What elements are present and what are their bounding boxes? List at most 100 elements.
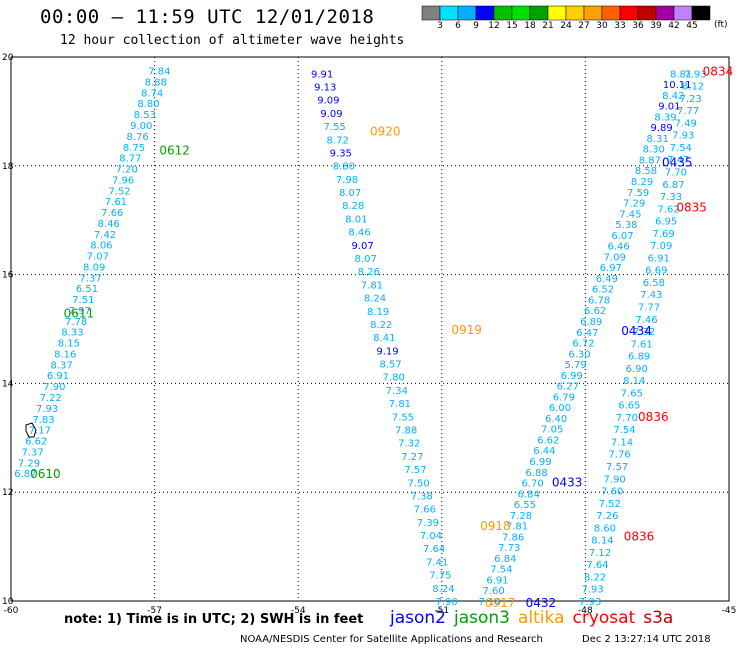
- wave-height-value: 8.37: [50, 360, 72, 371]
- wave-height-value: 8.46: [348, 228, 370, 239]
- wave-height-value: 6.88: [525, 468, 547, 479]
- legend-item-s3a: s3a: [643, 608, 674, 628]
- wave-height-value: 7.18: [479, 597, 501, 608]
- wave-height-value: 7.27: [401, 452, 423, 463]
- wave-height-value: 9.13: [314, 83, 336, 94]
- wave-height-value: 8.88: [145, 77, 167, 88]
- wave-height-value: 7.81: [506, 522, 528, 533]
- wave-height-value: 7.60: [482, 586, 504, 597]
- wave-height-value: 6.84: [518, 489, 540, 500]
- wave-height-value: 8.14: [591, 536, 613, 547]
- wave-height-value: 7.12: [589, 548, 611, 559]
- wave-height-value: 8.22: [584, 572, 606, 583]
- wave-height-value: 7.93: [579, 597, 601, 608]
- wave-height-value: 8.77: [119, 154, 141, 165]
- wave-height-value: 6.91: [648, 253, 670, 264]
- wave-height-value: 7.22: [40, 393, 62, 404]
- legend-item-jason2: jason2: [390, 608, 446, 628]
- wave-height-value: 8.29: [631, 177, 653, 188]
- wave-height-value: 7.54: [490, 565, 512, 576]
- map-subtitle: 12 hour collection of altimeter wave hei…: [60, 33, 405, 48]
- wave-height-value: 6.72: [572, 339, 594, 350]
- wave-height-value: 7.51: [72, 295, 94, 306]
- wave-height-value: 8.80: [333, 162, 355, 173]
- wave-height-value: 6.27: [557, 382, 579, 393]
- colorbar-label: 6: [455, 21, 461, 31]
- wave-height-value: 7.88: [395, 426, 417, 437]
- wave-height-value: 7.83: [32, 415, 54, 426]
- wave-height-value: 7.57: [404, 465, 426, 476]
- colorbar-label: 3: [437, 21, 443, 31]
- wave-height-value: 6.87: [662, 180, 684, 191]
- island-outline: [25, 422, 37, 438]
- wave-height-value: 6.87: [14, 469, 36, 480]
- colorbar-labels: 3 6 9 12 15 18 21 24 27 30 33 36 39 42 45: [420, 21, 726, 35]
- wave-height-value: 6.90: [626, 364, 648, 375]
- wave-height-value: 7.42: [94, 230, 116, 241]
- x-tick-label: -51: [434, 606, 449, 616]
- wave-height-value: 6.99: [561, 371, 583, 382]
- wave-height-value: 7.80: [383, 373, 405, 384]
- wave-height-value: 7.33: [660, 192, 682, 203]
- wave-height-value: 9.91: [311, 69, 333, 80]
- y-tick-label: 16: [2, 271, 14, 281]
- wave-height-value: 8.07: [355, 254, 377, 265]
- wave-height-value: 7.97: [69, 306, 91, 317]
- wave-height-value: 7.14: [611, 437, 633, 448]
- wave-height-value: 7.66: [414, 505, 436, 516]
- wave-height-value: 8.76: [127, 132, 149, 143]
- wave-height-value: 8.06: [90, 241, 112, 252]
- wave-height-value: 7.84: [148, 67, 170, 78]
- wave-height-value: 7.73: [498, 543, 520, 554]
- wave-height-value: 9.89: [650, 123, 672, 134]
- wave-height-value: 8.80: [137, 99, 159, 110]
- wave-height-value: 7.47: [667, 155, 689, 166]
- wave-height-value: 9.00: [130, 121, 152, 132]
- wave-height-value: 6.89: [628, 352, 650, 363]
- colorbar-label: 18: [524, 21, 536, 31]
- colorbar-label: 27: [578, 21, 590, 31]
- x-tick-label: -54: [291, 606, 306, 616]
- wave-height-value: 7.61: [630, 339, 652, 350]
- wave-height-value: 7.93: [672, 131, 694, 142]
- wave-height-value: 7.49: [675, 118, 697, 129]
- colorbar-label: 24: [560, 21, 572, 31]
- wave-height-value: 7.29: [623, 199, 645, 210]
- wave-height-value: 6.40: [545, 414, 567, 425]
- colorbar-unit: (ft): [714, 20, 728, 30]
- note-text: note: 1) Time is in UTC; 2) SWH is in fe…: [64, 612, 364, 627]
- wave-height-value: 8.42: [662, 91, 684, 102]
- wave-height-value: 7.77: [638, 302, 660, 313]
- wave-height-value: 7.66: [101, 208, 123, 219]
- wave-height-value: 7.75: [429, 571, 451, 582]
- pass-label: 0836: [624, 530, 655, 544]
- legend-item-altika: altika: [518, 608, 565, 628]
- pass-label: 0835: [676, 201, 707, 215]
- wave-height-value: 7.96: [112, 175, 134, 186]
- wave-height-value: 7.90: [604, 474, 626, 485]
- wave-height-value: 6.70: [522, 479, 544, 490]
- pass-label: 0432: [526, 596, 557, 610]
- wave-height-value: 7.98: [336, 175, 358, 186]
- colorbar-label: 36: [632, 21, 644, 31]
- pass-label: 0434: [621, 324, 652, 338]
- wave-height-value: 7.39: [417, 518, 439, 529]
- wave-height-value: 7.52: [108, 186, 130, 197]
- wave-height-value: 7.41: [426, 557, 448, 568]
- wave-height-value: 6.78: [588, 295, 610, 306]
- wave-height-value: 9.35: [330, 148, 352, 159]
- wave-height-value: 6.52: [592, 285, 614, 296]
- wave-height-value: 7.70: [665, 167, 687, 178]
- wave-height-value: 8.46: [98, 219, 120, 230]
- wave-height-value: 7.04: [420, 531, 442, 542]
- wave-height-value: 7.50: [407, 478, 429, 489]
- wave-height-value: 8.07: [339, 188, 361, 199]
- wave-height-value: 8.19: [367, 307, 389, 318]
- y-tick-label: 20: [2, 53, 14, 63]
- wave-height-value: 6.91: [486, 575, 508, 586]
- pass-label: 0433: [552, 475, 583, 489]
- wave-height-value: 6.47: [576, 328, 598, 339]
- pass-label: 0612: [159, 143, 190, 157]
- colorbar-label: 42: [668, 21, 680, 31]
- pass-label: 0919: [451, 323, 482, 337]
